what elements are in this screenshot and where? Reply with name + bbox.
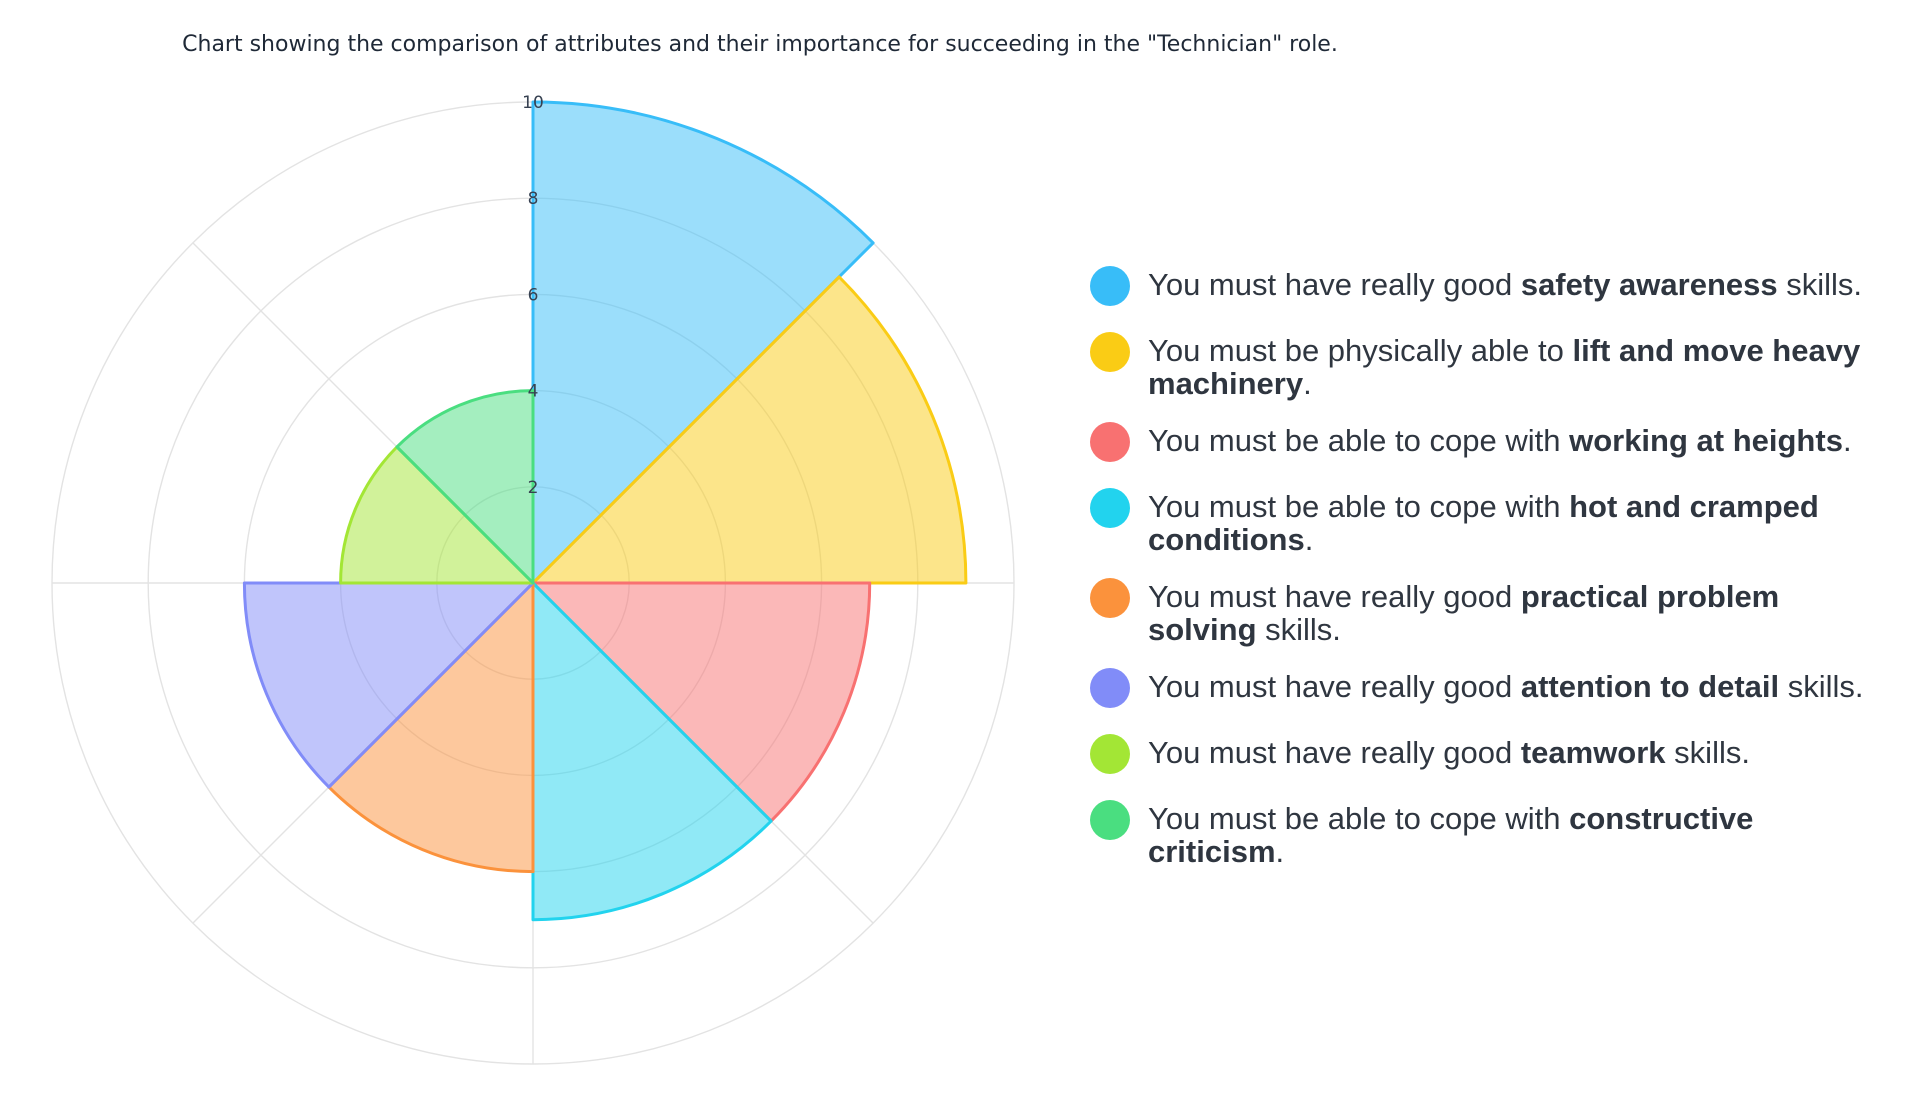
legend-label: You must be able to cope with working at… xyxy=(1148,423,1852,458)
sector-3 xyxy=(531,581,872,823)
tick-label-4: 4 xyxy=(528,382,539,402)
legend-item[interactable]: You must have really good teamwork skill… xyxy=(1090,734,1890,774)
legend-swatch xyxy=(1090,668,1130,708)
legend-item[interactable]: You must be physically able to lift and … xyxy=(1090,332,1890,401)
chart-sectors xyxy=(242,100,968,922)
legend-swatch xyxy=(1090,422,1130,462)
legend-label: You must be able to cope with constructi… xyxy=(1148,801,1754,869)
tick-label-8: 8 xyxy=(528,189,539,209)
tick-label-6: 6 xyxy=(528,285,539,305)
legend-label: You must be able to cope with hot and cr… xyxy=(1148,489,1819,557)
polar-area-chart: 2 4 6 8 10 xyxy=(51,93,1015,1065)
chart-legend: You must have really good safety awarene… xyxy=(1090,266,1890,892)
legend-swatch xyxy=(1090,578,1130,618)
legend-item[interactable]: You must have really good practical prob… xyxy=(1090,578,1890,647)
legend-label: You must be physically able to lift and … xyxy=(1148,333,1861,401)
radial-ticks: 2 4 6 8 10 xyxy=(522,93,544,498)
legend-item[interactable]: You must have really good attention to d… xyxy=(1090,668,1890,708)
sector-2 xyxy=(531,275,968,585)
sector-5 xyxy=(327,581,535,874)
legend-label: You must have really good attention to d… xyxy=(1148,669,1864,704)
legend-label: You must have really good safety awarene… xyxy=(1148,267,1862,302)
legend-label: You must have really good teamwork skill… xyxy=(1148,735,1750,770)
legend-swatch xyxy=(1090,800,1130,840)
sector-1 xyxy=(531,100,875,585)
sector-6 xyxy=(242,581,535,789)
tick-label-10: 10 xyxy=(522,93,544,113)
legend-swatch xyxy=(1090,266,1130,306)
sector-4 xyxy=(531,581,773,922)
legend-swatch xyxy=(1090,488,1130,528)
chart-title: Chart showing the comparison of attribut… xyxy=(182,32,1338,57)
legend-item[interactable]: You must be able to cope with constructi… xyxy=(1090,800,1890,869)
legend-label: You must have really good practical prob… xyxy=(1148,579,1780,647)
legend-swatch xyxy=(1090,332,1130,372)
sector-8 xyxy=(395,389,535,585)
legend-item[interactable]: You must be able to cope with working at… xyxy=(1090,422,1890,462)
legend-item[interactable]: You must have really good safety awarene… xyxy=(1090,266,1890,306)
tick-label-2: 2 xyxy=(528,478,539,498)
legend-swatch xyxy=(1090,734,1130,774)
sector-7 xyxy=(339,445,535,585)
legend-item[interactable]: You must be able to cope with hot and cr… xyxy=(1090,488,1890,557)
